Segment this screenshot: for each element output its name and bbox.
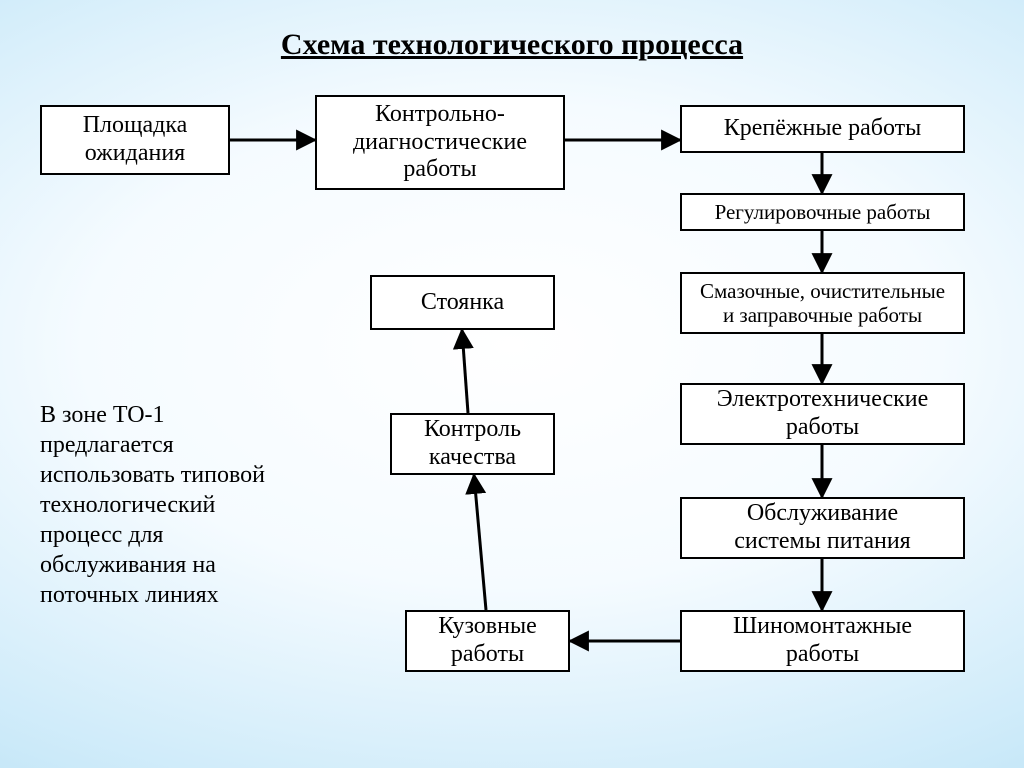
caption-text: В зоне ТО-1предлагаетсяиспользовать типо… bbox=[40, 400, 320, 610]
node-fuel: Обслуживаниесистемы питания bbox=[680, 497, 965, 559]
node-diag: Контрольно-диагностическиеработы bbox=[315, 95, 565, 190]
node-body: Кузовныеработы bbox=[405, 610, 570, 672]
node-fasten: Крепёжные работы bbox=[680, 105, 965, 153]
node-wait: Площадкаожидания bbox=[40, 105, 230, 175]
node-tire: Шиномонтажныеработы bbox=[680, 610, 965, 672]
node-fasten-label: Крепёжные работы bbox=[724, 115, 922, 143]
node-qc-label: Контролькачества bbox=[424, 416, 521, 471]
node-diag-label: Контрольно-диагностическиеработы bbox=[353, 101, 527, 184]
node-park: Стоянка bbox=[370, 275, 555, 330]
node-lube-label: Смазочные, очистительныеи заправочные ра… bbox=[700, 279, 945, 327]
node-qc: Контролькачества bbox=[390, 413, 555, 475]
node-wait-label: Площадкаожидания bbox=[83, 112, 188, 167]
diagram-title: Схема технологического процесса bbox=[0, 28, 1024, 62]
node-lube: Смазочные, очистительныеи заправочные ра… bbox=[680, 272, 965, 334]
node-electro-label: Электротехническиеработы bbox=[717, 386, 929, 441]
node-body-label: Кузовныеработы bbox=[438, 613, 537, 668]
node-tire-label: Шиномонтажныеработы bbox=[733, 613, 912, 668]
node-park-label: Стоянка bbox=[421, 289, 504, 317]
node-fuel-label: Обслуживаниесистемы питания bbox=[734, 500, 910, 555]
node-adjust: Регулировочные работы bbox=[680, 193, 965, 231]
node-adjust-label: Регулировочные работы bbox=[715, 200, 931, 224]
node-electro: Электротехническиеработы bbox=[680, 383, 965, 445]
